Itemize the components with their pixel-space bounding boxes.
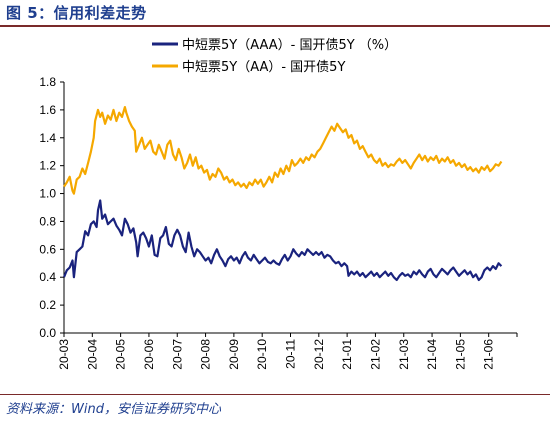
chart-axes	[63, 82, 517, 334]
x-tick-label: 21-02	[368, 339, 382, 370]
series-line-1	[62, 199, 503, 282]
legend-label-1: 中短票5Y（AAA）- 国开债5Y （%）	[182, 38, 397, 53]
x-tick-label: 20-08	[199, 339, 213, 370]
x-tick-label: 20-12	[312, 339, 326, 370]
y-tick-label: 1.6	[39, 103, 56, 117]
line-chart: 0.00.20.40.60.81.01.21.41.61.8 20-03 20-0…	[39, 38, 518, 370]
x-tick-label: 20-10	[255, 339, 269, 370]
y-tick-label: 1.2	[39, 159, 56, 173]
figure-title: 图 5：信用利差走势	[6, 4, 147, 22]
y-tick-label: 1.0	[39, 187, 56, 201]
x-tick-label: 20-05	[114, 339, 128, 370]
x-tick-label: 21-05	[453, 339, 467, 370]
x-tick-label: 21-01	[340, 339, 354, 370]
y-axis-ticks: 0.0 0.2 0.4 0.6 0.8 1.0 1.2 1.4 1.6 1.8	[39, 75, 64, 340]
y-tick-label: 0.8	[39, 214, 56, 228]
y-tick-label: 0.4	[39, 270, 56, 284]
y-tick-label: 0.6	[39, 242, 56, 256]
title-divider	[0, 25, 550, 27]
x-tick-label: 20-07	[170, 339, 184, 370]
x-tick-label: 21-03	[397, 339, 411, 370]
series-lines	[62, 106, 503, 282]
y-tick-label: 1.4	[39, 131, 56, 145]
x-axis-ticks: 20-03 20-04 20-05 20-06 20-07 20-08 20-09 20-10…	[57, 333, 518, 370]
x-tick-label: 20-04	[85, 339, 99, 370]
x-tick-label: 21-06	[482, 339, 496, 370]
chart-legend: 中短票5Y（AAA）- 国开债5Y （%） 中短票5Y（AA）- 国开债5Y	[152, 38, 397, 75]
x-tick-label: 20-06	[142, 339, 156, 370]
source-divider	[0, 394, 550, 395]
series-line-2	[63, 106, 503, 195]
x-tick-label: 20-03	[57, 339, 71, 370]
x-tick-label: 20-11	[284, 339, 298, 369]
x-tick-label: 20-09	[227, 339, 241, 370]
y-tick-label: 1.8	[39, 75, 56, 89]
x-tick-label: 21-04	[425, 339, 439, 370]
source-note: 资料来源：Wind，安信证券研究中心	[6, 402, 221, 417]
y-tick-label: 0.2	[39, 298, 56, 312]
y-tick-label: 0.0	[39, 326, 56, 340]
legend-label-2: 中短票5Y（AA）- 国开债5Y	[182, 60, 345, 75]
